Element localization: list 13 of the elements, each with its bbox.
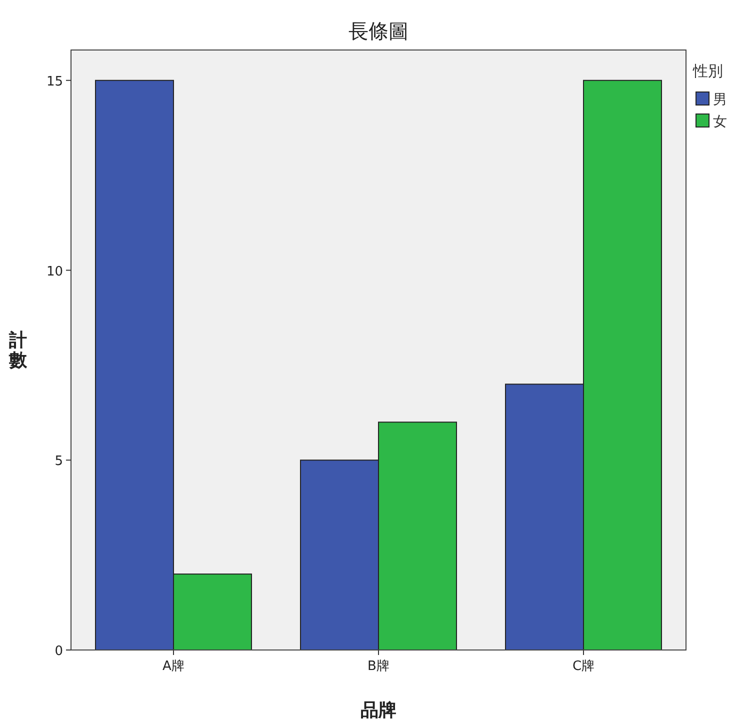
legend-label: 女 [713,114,727,130]
y-tick-label: 10 [46,264,63,280]
y-axis-title: 計數 [8,330,28,371]
y-tick-label: 0 [54,644,63,659]
y-tick-label: 15 [46,74,63,90]
x-tick-label: C牌 [572,659,595,674]
y-tick-label: 5 [54,454,63,470]
x-tick-label: A牌 [162,659,184,674]
x-axis-title: 品牌 [360,700,396,721]
x-tick-label: B牌 [368,659,390,674]
chart-title: 長條圖 [348,19,408,43]
legend-label: 男 [713,92,727,108]
legend-title: 性別 [692,62,723,80]
